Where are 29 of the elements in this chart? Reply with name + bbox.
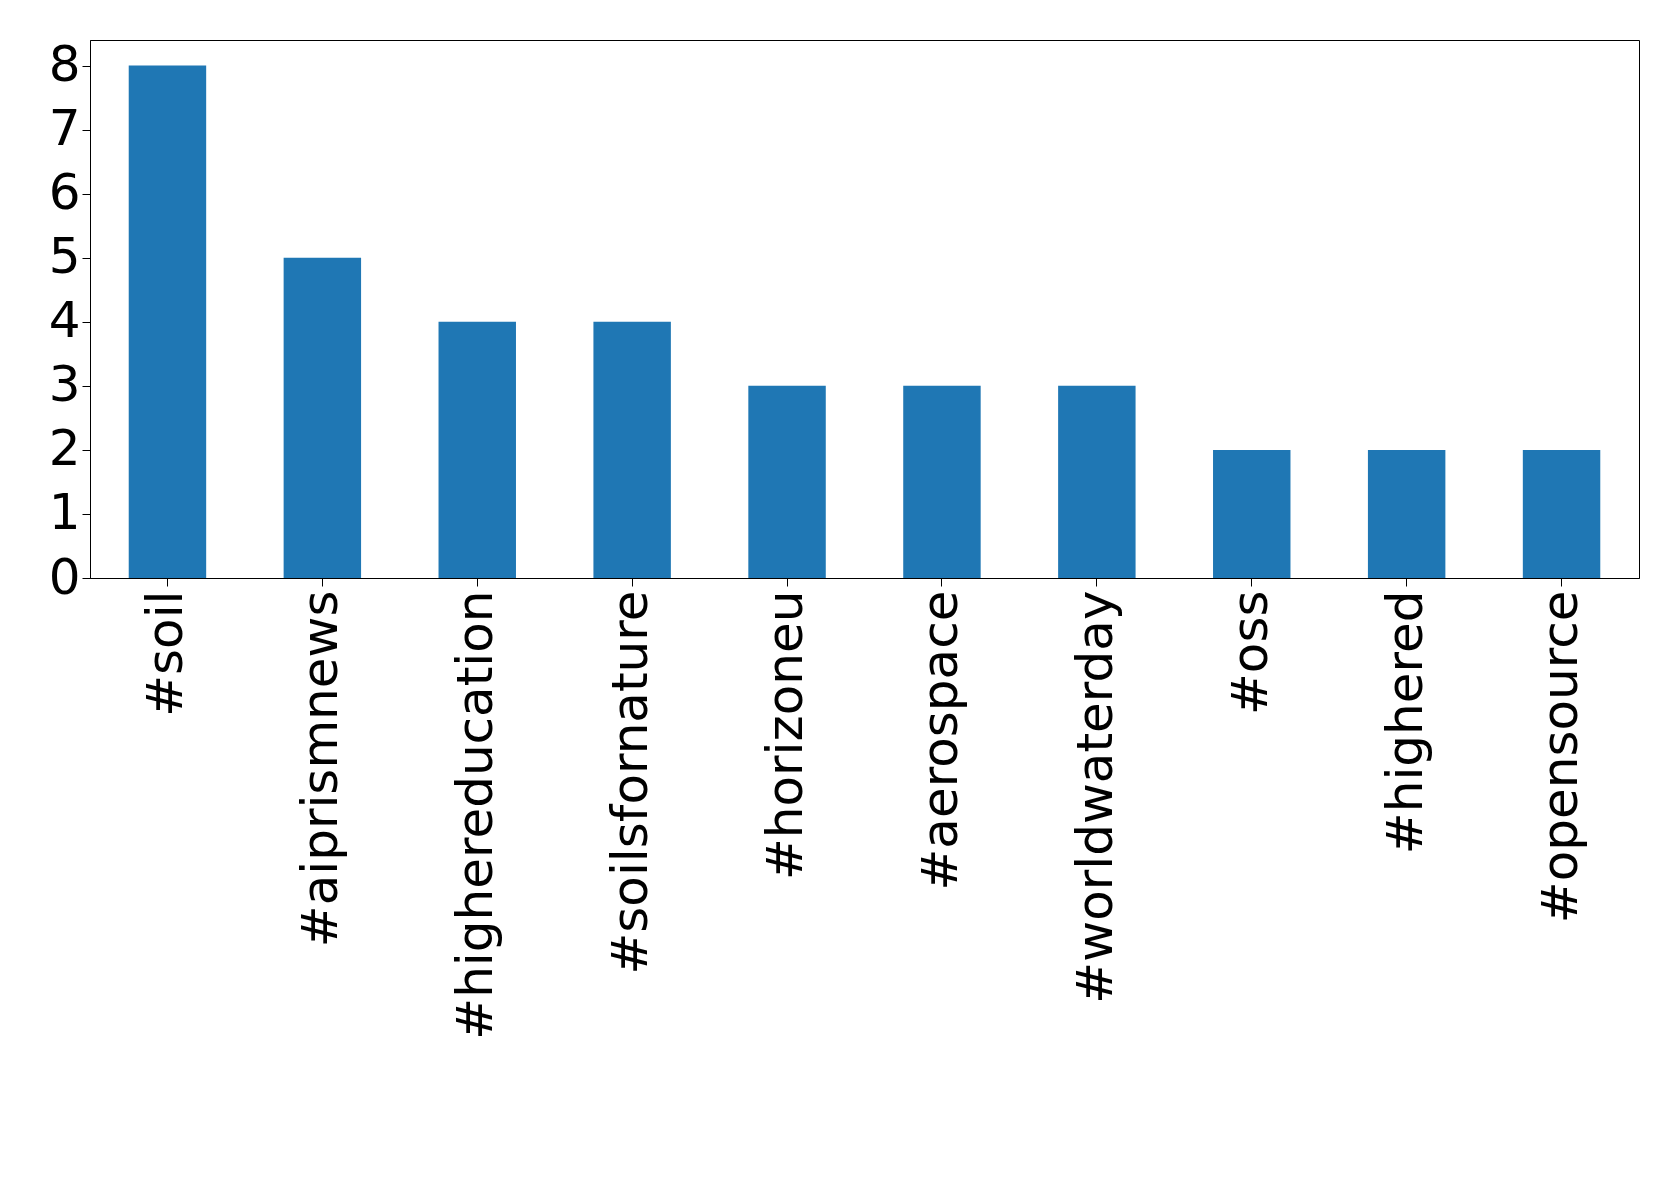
bar bbox=[1522, 449, 1601, 578]
bar bbox=[593, 321, 671, 578]
y-tick-label: 2 bbox=[48, 419, 81, 478]
bar bbox=[283, 257, 362, 578]
bar bbox=[1213, 449, 1291, 578]
y-tick-label: 8 bbox=[48, 35, 81, 94]
x-tick-label: #highereducation bbox=[446, 590, 505, 1040]
x-tick-label: #worldwaterday bbox=[1065, 590, 1124, 1004]
y-tick-label: 6 bbox=[48, 163, 81, 222]
y-tick-label: 4 bbox=[48, 291, 81, 350]
bar bbox=[903, 385, 981, 578]
x-tick-label: #soilsfornature bbox=[601, 590, 660, 975]
x-tick-label: #soil bbox=[136, 590, 195, 717]
y-tick-label: 7 bbox=[48, 99, 81, 158]
y-tick-label: 3 bbox=[48, 355, 81, 414]
x-tick-label: #horizoneu bbox=[756, 590, 815, 881]
x-tick-label: #aerospace bbox=[910, 590, 969, 891]
bar bbox=[748, 385, 826, 578]
y-tick-label: 5 bbox=[48, 227, 81, 286]
y-tick-label: 0 bbox=[48, 547, 81, 606]
bar bbox=[1058, 385, 1136, 578]
y-tick-label: 1 bbox=[48, 483, 81, 542]
bar bbox=[128, 65, 207, 578]
x-tick-label: #oss bbox=[1220, 590, 1279, 716]
x-tick-label: #aiprismnews bbox=[291, 590, 350, 948]
bar bbox=[1367, 449, 1446, 578]
bar bbox=[438, 321, 516, 578]
x-tick-label: #opensource bbox=[1530, 590, 1589, 924]
x-tick-label: #highered bbox=[1375, 590, 1434, 855]
